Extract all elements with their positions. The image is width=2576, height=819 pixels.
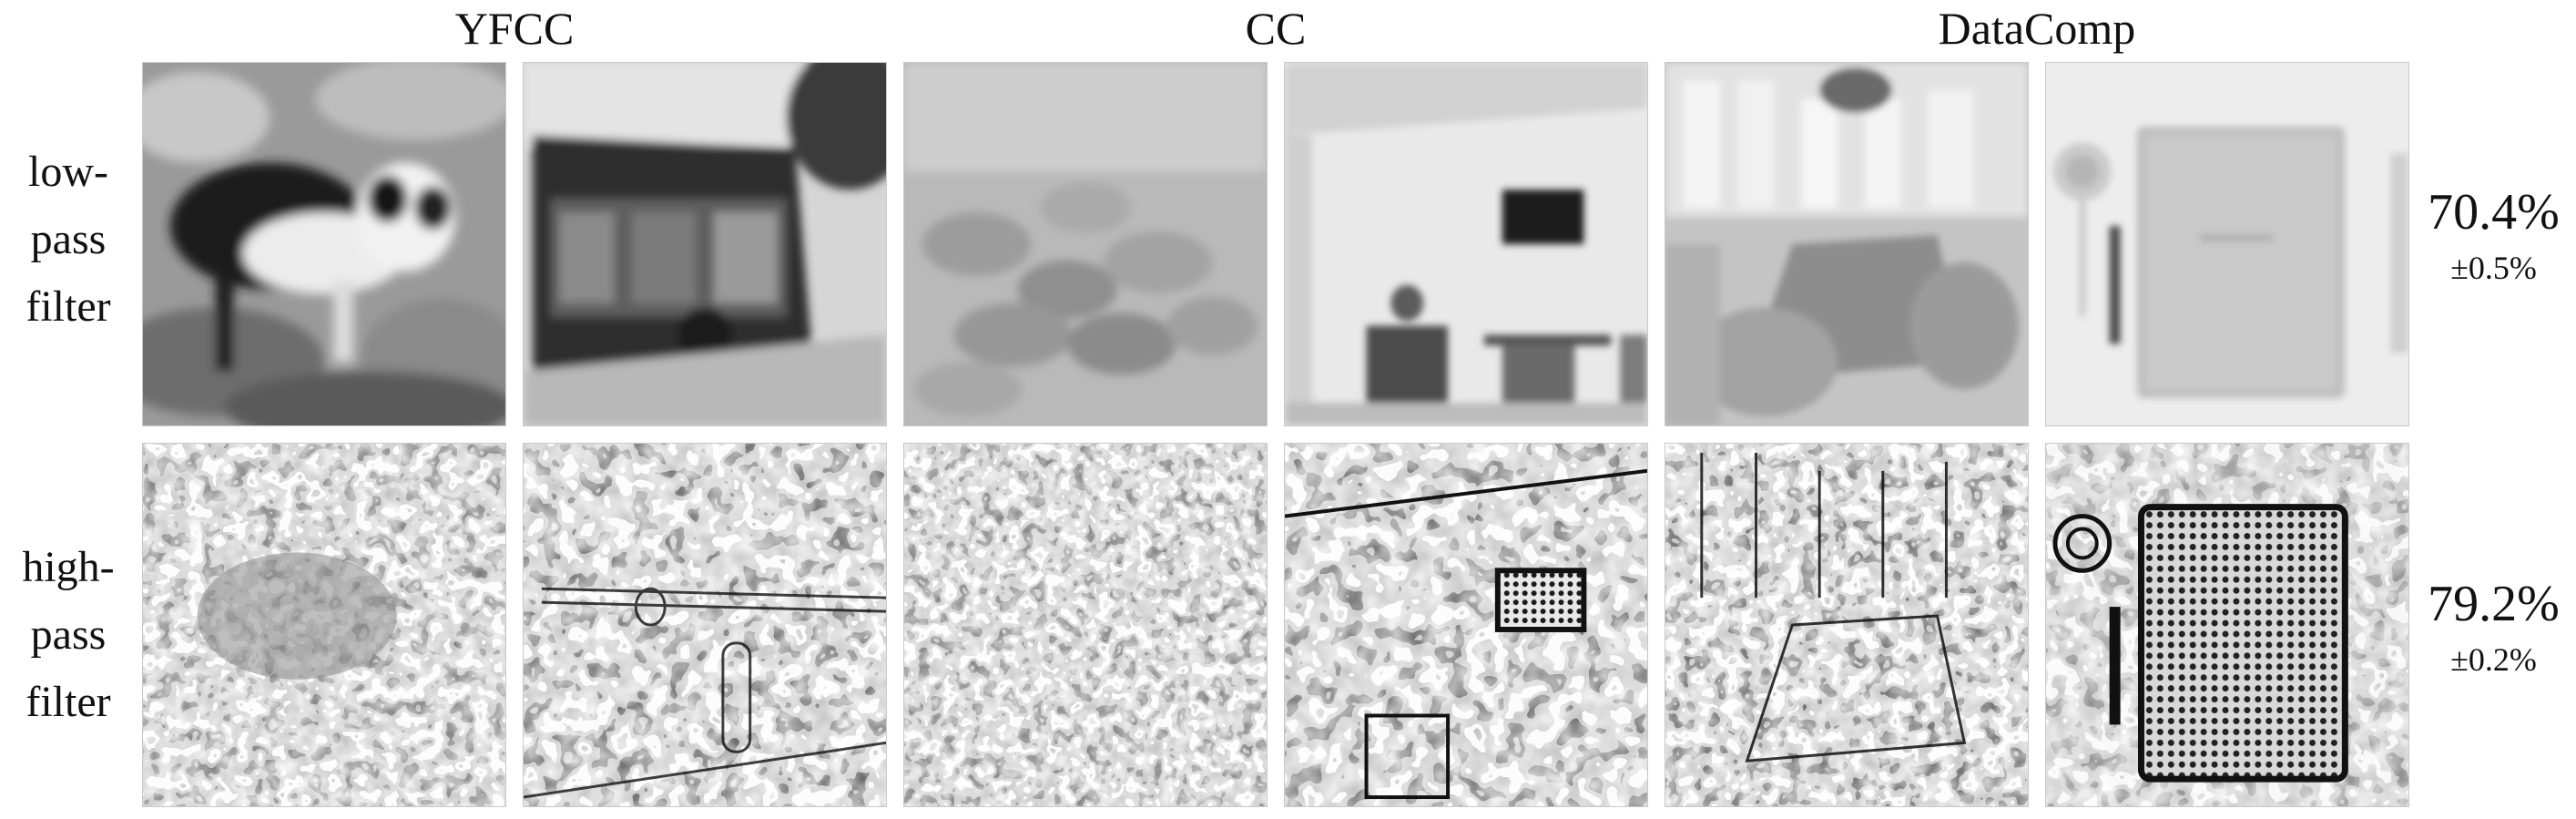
row-label-line: filter xyxy=(25,678,111,726)
std-value: ±0.5% xyxy=(2450,250,2537,286)
accuracy-value: 70.4% xyxy=(2428,184,2560,241)
header-cc: CC xyxy=(1245,3,1307,54)
header-datacomp: DataComp xyxy=(1938,3,2136,54)
row-label-line: high- xyxy=(22,543,115,591)
row-label-high-pass: high- pass filter xyxy=(0,534,137,736)
result-high-pass: 79.2% ±0.2% xyxy=(2411,572,2576,683)
lowpass-sheep-image xyxy=(903,62,1268,426)
row-label-line: pass xyxy=(30,215,107,263)
lowpass-bus-image xyxy=(523,62,887,426)
row-label-line: pass xyxy=(30,610,107,659)
std-value: ±0.2% xyxy=(2450,641,2537,678)
highpass-room-image xyxy=(1284,443,1648,807)
row-label-low-pass: low- pass filter xyxy=(0,138,137,341)
highpass-notebook-image xyxy=(2045,443,2409,807)
result-low-pass: 70.4% ±0.5% xyxy=(2411,180,2576,292)
header-yfcc: YFCC xyxy=(454,3,575,54)
lowpass-dog-image xyxy=(142,62,506,426)
highpass-bus-image xyxy=(523,443,887,807)
lowpass-sunroom-image xyxy=(1665,62,2029,426)
row-label-line: filter xyxy=(25,282,111,331)
row-label-line: low- xyxy=(28,148,108,196)
lowpass-room-image xyxy=(1284,62,1648,426)
highpass-sheep-image xyxy=(903,443,1268,807)
highpass-sunroom-image xyxy=(1665,443,2029,807)
highpass-dog-image xyxy=(142,443,506,807)
lowpass-notebook-image xyxy=(2045,62,2409,426)
accuracy-value: 79.2% xyxy=(2428,576,2560,632)
